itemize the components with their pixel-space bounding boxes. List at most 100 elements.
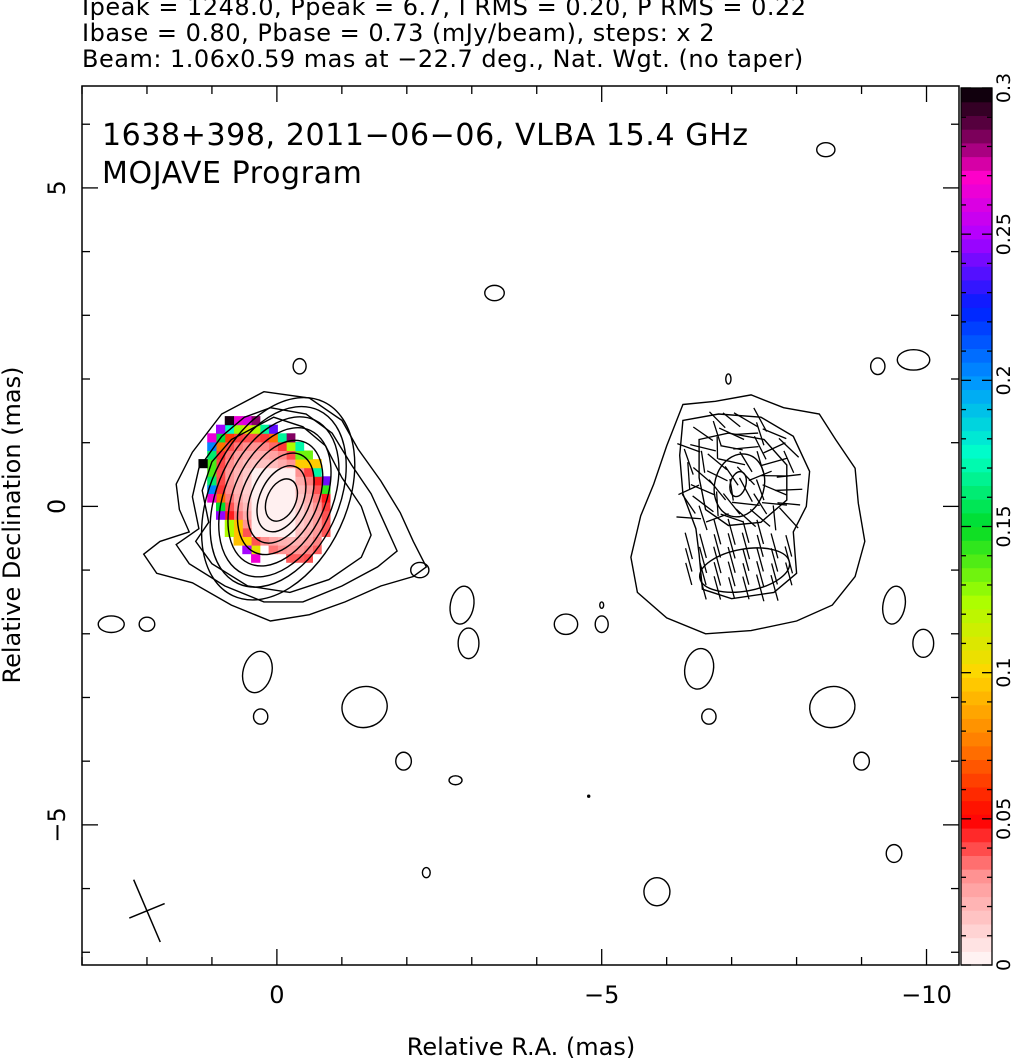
polarization-vector [690,483,716,496]
noise-contour [252,708,269,725]
polarization-pixel [294,459,305,469]
polarization-pixel [233,476,243,486]
polarization-vector [692,495,714,513]
polarization-pixel [321,484,331,494]
noise-contour [853,751,871,771]
colorbar-band [961,773,992,788]
polarization-pixel [286,467,296,477]
colorbar-band [961,896,992,911]
polarization-vector [683,448,694,475]
polarization-pixel [242,536,252,546]
polarization-pixel [259,536,270,546]
header-line-1: Ipeak = 1248.0, Ppeak = 6.7, I RMS = 0.2… [82,0,807,21]
polarization-pixel [259,441,270,451]
polarization-vector [770,533,779,559]
colorbar-band [961,910,992,925]
polarization-vector [728,577,736,599]
core-contour [236,439,324,556]
polarization-pixel [277,536,287,546]
polarization-vector [727,518,736,545]
polarization-vector [713,519,722,545]
polarization-pixel [303,476,313,486]
y-tick-label: −5 [43,807,71,842]
polarization-pixel [268,536,278,546]
polarization-pixel [259,493,270,503]
polarization-pixel [286,450,296,460]
polarization-pixel [207,467,217,477]
core-contour [209,405,347,588]
polarization-pixel [268,484,278,494]
polarization-vector [778,437,800,458]
polarization-pixel [277,459,287,469]
polarization-vector [722,493,741,515]
core-contour [200,396,356,601]
polarization-vector [732,501,760,507]
polarization-pixel [268,519,278,529]
polarization-vector [761,457,788,467]
polarization-vector [742,548,750,571]
polarization-pixel [242,424,252,434]
polarization-pixel [286,502,296,512]
polarization-pixel [268,433,278,443]
polarization-pixel [268,450,278,460]
colorbar-band [961,827,992,843]
colorbar-band [961,129,992,144]
polarization-pixel [215,493,226,503]
colorbar-band [961,293,992,308]
polarization-pixel [303,467,313,477]
colorbar-band [961,183,992,199]
polarization-vector [784,546,794,574]
noise-contour [553,613,579,636]
polarization-pixel [268,467,278,477]
colorbar-band [961,841,992,856]
polarization-pixel [303,510,313,520]
polarization-pixel [303,536,313,546]
polarization-pixel [233,536,243,546]
noise-contour [599,601,605,610]
polarization-vector [756,548,764,572]
polarization-vector [733,432,759,436]
polarization-vector [699,576,707,600]
polarization-pixel [259,484,270,494]
colorbar-band [961,636,992,651]
polarization-pixel [321,502,331,512]
polarization-pixel [233,433,243,443]
polarization-vector [748,470,772,482]
axis-tick-labels: 0 −5 −10 5 0 −5 [43,180,952,1009]
colorbar-band [961,197,992,212]
polarization-pixel [303,459,313,469]
polarization-pixel [242,450,252,460]
noise-contour [341,685,388,729]
polarization-pixel [294,510,305,520]
polarization-pixel [277,493,287,503]
polarization-pixel [251,476,261,486]
polarization-pixel [224,476,235,486]
polarization-vector [756,450,764,473]
polarization-vector [756,534,764,557]
colorbar-band [961,88,992,103]
polarization-pixel [259,519,270,529]
polarization-pixel [251,519,261,529]
polarization-vector [783,450,795,473]
polarization-pixel [286,476,296,486]
polarization-vector [708,411,726,429]
polarization-vector [700,450,706,473]
polarization-vector [733,412,759,428]
x-tick-label: −10 [901,981,952,1009]
polarization-pixel [259,467,270,477]
polarization-vector [692,426,714,442]
polarization-pixel [294,493,305,503]
polarization-pixel [215,459,226,469]
colorbar-tick-label: 0 [993,959,1015,971]
colorbar-band [961,142,992,158]
polarization-pixel [242,502,252,512]
polarization-vector [713,534,722,558]
colorbar-band [961,403,992,418]
polarization-pixel [303,553,313,563]
polarization-vector [729,478,734,501]
polarization-pixel [286,519,296,529]
colorbar-tick-label: 0.2 [993,365,1015,395]
polarization-vector [775,488,803,492]
polarization-pixel [268,545,278,555]
